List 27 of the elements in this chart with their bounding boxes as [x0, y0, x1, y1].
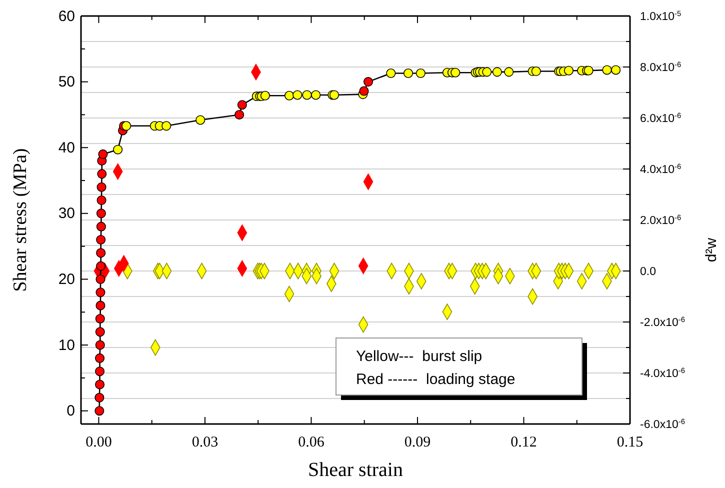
y2-axis-title: d²w	[703, 238, 720, 262]
y2-tick-label: -6.0x10$^{-6}$	[640, 416, 686, 432]
y2-tick-label: 8.0x10$^{-6}$	[640, 60, 682, 74]
y-tick-label: 60	[58, 8, 75, 25]
y-tick-label: 50	[58, 74, 75, 91]
x-tick-label: 0.12	[510, 434, 537, 450]
y-tick-label: 40	[58, 139, 75, 156]
y2-tick-label: 2.0x10$^{-6}$	[640, 212, 682, 228]
y2-tick-label: -4.0x10$^{-6}$	[640, 366, 686, 380]
annotation: Yellow--- burst slip	[356, 348, 482, 365]
y-tick-label: 10	[58, 336, 75, 354]
y-tick-label: 20	[58, 271, 75, 288]
x-tick-label: 0.00	[86, 434, 112, 450]
y-tick-label: 30	[58, 205, 75, 222]
y2-tick-label: 4.0x10$^{-6}$	[640, 162, 682, 176]
x-axis-title: Shear strain	[308, 459, 403, 481]
y-tick-label: 0	[66, 402, 75, 420]
x-tick-label: 0.03	[192, 434, 218, 450]
y2-tick-label: -2.0x10$^{-6}$	[640, 314, 686, 330]
annotation: Red ------ loading stage	[356, 371, 516, 388]
x-tick-label: 0.15	[616, 434, 644, 450]
y2-tick-label: 6.0x10$^{-6}$	[640, 110, 682, 126]
x-tick-label: 0.09	[404, 434, 431, 450]
y2-tick-label: 1.0x10$^{-5}$	[640, 8, 682, 24]
x-tick-label: 0.06	[298, 434, 325, 450]
y-axis-title: Shear stress (MPa)	[10, 148, 31, 292]
y2-tick-label: 0.0	[640, 266, 656, 278]
